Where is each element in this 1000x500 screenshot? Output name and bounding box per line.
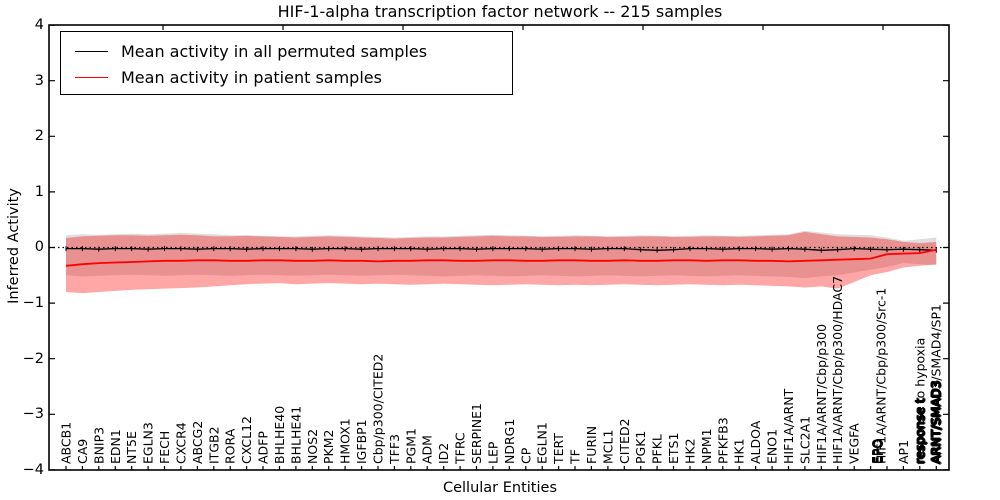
legend-entry: Mean activity in all permuted samples: [61, 39, 427, 63]
x-tick-label-overlap: ARNT/SMAD3: [930, 381, 945, 464]
patient-sample-range-band: [66, 231, 937, 294]
axis-ticks: [49, 24, 949, 471]
y-tick-label: −3: [22, 406, 44, 422]
x-tick-label: EGLN1: [535, 422, 550, 464]
x-tick-label: SERPINE1: [469, 403, 484, 464]
x-tick-label: ADM: [420, 435, 435, 464]
x-tick-label: BHLHE41: [288, 406, 303, 464]
x-tick-label: NDRG1: [502, 419, 517, 464]
x-tick-label: PFKFB3: [715, 417, 730, 464]
x-tick-label-overlap: response t: [911, 397, 926, 463]
x-axis-label: Cellular Entities: [442, 480, 558, 496]
x-tick-label: response to hypoxia: [912, 338, 927, 464]
x-tick-label: VEGFA: [847, 423, 862, 464]
x-tick-label-overlap: ARNT/SMAD3: [929, 382, 944, 465]
y-tick-label: 2: [34, 128, 44, 144]
legend: Mean activity in all permuted samples Me…: [60, 31, 513, 95]
x-tick-label: ITGB2: [206, 426, 221, 464]
legend-label: Mean activity in patient samples: [121, 67, 382, 87]
x-tick-label: NT5E: [124, 431, 139, 464]
x-tick-label: HIF1A/ARNT/Cbp/p300/Src-1: [874, 288, 889, 464]
x-tick-label: ARNT/SMAD3/SMAD4/SP1: [929, 304, 944, 464]
x-tick-label: TFF3: [387, 434, 402, 465]
x-tick-label-overlap: ARNT/SMAD3: [928, 380, 943, 463]
legend-line-permuted: [75, 50, 108, 52]
x-tick-label: CA9: [75, 439, 90, 464]
x-tick-label: ABCB1: [59, 422, 74, 464]
x-tick-label: HMOX1: [338, 418, 353, 464]
x-tick-label: HIF1A/ARNT/Cbp/p300/HDAC7: [830, 276, 845, 464]
x-tick-label-overlap: response t: [911, 398, 926, 464]
y-tick-label: 3: [34, 73, 44, 89]
y-tick-label: −4: [22, 462, 44, 478]
y-tick-label: −2: [22, 351, 44, 367]
x-tick-label: EPO: [870, 439, 885, 464]
x-tick-label: CXCR4: [173, 422, 188, 464]
x-tick-label: FURIN: [584, 426, 599, 464]
x-tick-label-overlap: ARNT/SMAD3: [928, 381, 943, 464]
x-tick-label-overlap: response t: [912, 397, 927, 463]
x-tick-label: TFRC: [453, 432, 468, 465]
x-tick-label: ADFP: [256, 431, 271, 464]
x-tick-label: CITED2: [617, 418, 632, 464]
x-tick-label-overlap: EPO: [871, 439, 886, 464]
legend-line-patient: [75, 76, 108, 78]
x-tick-label-overlap: EPO: [869, 439, 884, 464]
x-tick-label: CP: [518, 447, 533, 464]
x-tick-label: ALDOA: [748, 420, 763, 464]
x-tick-label: FECH: [157, 431, 172, 464]
y-tick-label: 0: [34, 239, 44, 255]
permuted-mean-line: [66, 247, 937, 251]
x-tick-label: PFKL: [650, 434, 665, 464]
legend-entry: Mean activity in patient samples: [61, 65, 382, 89]
x-tick-label: ETS1: [666, 433, 681, 464]
x-tick-label: NOS2: [305, 429, 320, 464]
x-tick-label: ID2: [436, 443, 451, 464]
x-tick-label: NPM1: [699, 428, 714, 464]
x-tick-label: AP1: [896, 440, 911, 464]
x-tick-label: HK2: [683, 438, 698, 464]
x-tick-label: MCL1: [600, 430, 615, 464]
x-tick-label: PKM2: [321, 430, 336, 464]
x-tick-label: BNIP3: [91, 427, 106, 464]
x-tick-label: ABCG2: [190, 421, 205, 464]
x-tick-label: PGK1: [633, 431, 648, 464]
x-tick-label-overlap: response t: [913, 398, 928, 464]
x-tick-label: IGFBP1: [354, 419, 369, 464]
x-tick-label: HIF1A/ARNT: [781, 388, 796, 464]
x-tick-label: CXCL12: [239, 416, 254, 464]
x-tick-label: EDN1: [108, 429, 123, 464]
x-tick-label-overlap: ARNT/SMAD3: [929, 380, 944, 463]
x-tick-label: HIF1A/ARNT/Cbp/p300: [814, 324, 829, 464]
x-tick-label: LEP: [485, 441, 500, 464]
x-tick-label-overlap: response t: [912, 399, 927, 465]
x-tick-label: HK1: [732, 438, 747, 464]
x-tick-label: SLC2A1: [797, 416, 812, 464]
y-tick-label: −1: [22, 295, 44, 311]
x-tick-label: EGLN3: [141, 422, 156, 464]
x-tick-label: BHLHE40: [272, 406, 287, 464]
y-tick-label: 4: [34, 17, 44, 33]
permuted-sample-range-band: [66, 230, 937, 279]
x-tick-label: ENO1: [765, 429, 780, 464]
chart-title: HIF-1-alpha transcription factor network…: [277, 2, 723, 21]
x-tick-label: TF: [568, 449, 583, 465]
x-tick-label: TERT: [551, 433, 566, 465]
legend-label: Mean activity in all permuted samples: [121, 41, 428, 61]
y-tick-label: 1: [34, 184, 44, 200]
patient-mean-line: [65, 248, 937, 267]
x-tick-label: Cbp/p300/CITED2: [371, 354, 386, 464]
x-tick-label: PGM1: [403, 428, 418, 464]
x-tick-label: RORA: [223, 428, 238, 464]
